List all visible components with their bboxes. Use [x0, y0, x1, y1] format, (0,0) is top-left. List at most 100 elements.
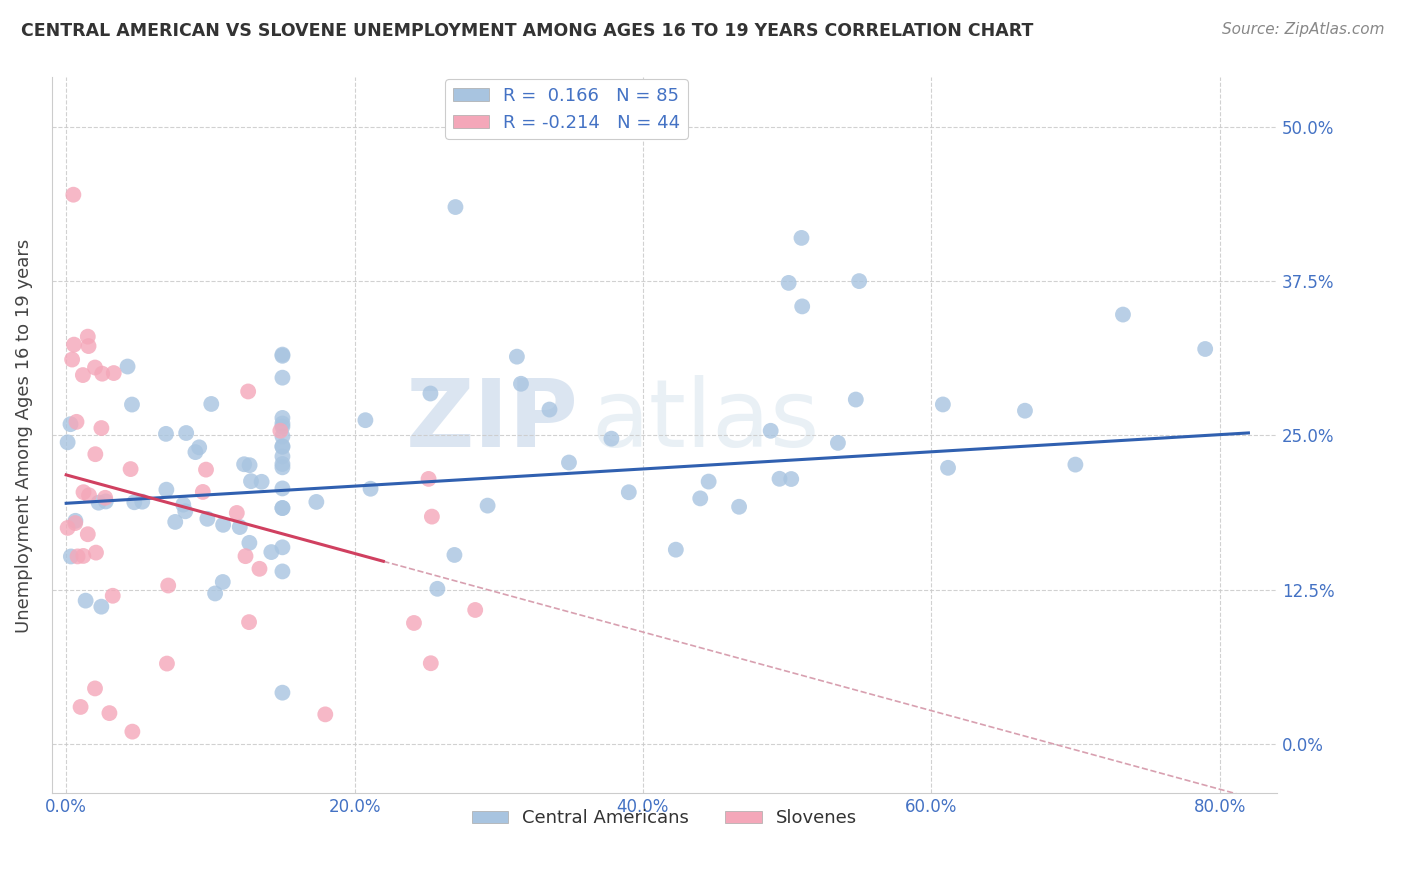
Point — [1112, 308, 1135, 322]
Point — [426, 582, 449, 596]
Text: atlas: atlas — [591, 375, 820, 467]
Point — [419, 657, 441, 671]
Point — [402, 615, 425, 630]
Point — [271, 348, 294, 362]
Point — [271, 440, 294, 454]
Point — [195, 512, 218, 526]
Point — [932, 397, 955, 411]
Point — [77, 488, 100, 502]
Point — [84, 447, 107, 461]
Point — [239, 458, 262, 473]
Point — [233, 457, 256, 471]
Point — [271, 482, 294, 496]
Point — [600, 432, 623, 446]
Point — [211, 574, 233, 589]
Point — [759, 424, 782, 438]
Legend: Central Americans, Slovenes: Central Americans, Slovenes — [464, 802, 865, 834]
Point — [510, 376, 533, 391]
Point — [238, 615, 260, 629]
Point — [271, 370, 294, 384]
Point — [792, 300, 814, 314]
Point — [506, 350, 529, 364]
Point — [172, 498, 194, 512]
Point — [689, 491, 711, 506]
Point — [94, 494, 117, 508]
Point — [780, 472, 803, 486]
Point — [848, 274, 870, 288]
Point — [271, 457, 294, 471]
Point — [94, 491, 117, 505]
Point — [121, 724, 143, 739]
Point — [165, 515, 187, 529]
Point — [184, 445, 207, 459]
Point — [269, 424, 291, 438]
Point — [936, 460, 959, 475]
Point — [360, 482, 382, 496]
Point — [66, 549, 89, 564]
Point — [240, 474, 263, 488]
Point — [1194, 342, 1216, 356]
Point — [236, 384, 259, 399]
Point — [131, 494, 153, 508]
Point — [91, 367, 114, 381]
Point — [65, 514, 87, 528]
Point — [72, 485, 94, 500]
Point — [271, 460, 294, 475]
Point — [768, 472, 790, 486]
Point — [697, 475, 720, 489]
Point — [235, 549, 257, 563]
Point — [1014, 403, 1036, 417]
Point — [60, 352, 83, 367]
Text: ZIP: ZIP — [406, 375, 579, 467]
Point — [69, 700, 91, 714]
Point — [72, 368, 94, 382]
Point — [558, 456, 581, 470]
Point — [238, 536, 260, 550]
Point — [65, 415, 87, 429]
Point — [418, 472, 440, 486]
Point — [87, 496, 110, 510]
Point — [174, 504, 197, 518]
Point — [354, 413, 377, 427]
Point — [120, 462, 142, 476]
Point — [200, 397, 222, 411]
Point — [271, 450, 294, 464]
Point — [188, 440, 211, 454]
Point — [464, 603, 486, 617]
Point — [420, 509, 443, 524]
Point — [56, 521, 79, 535]
Point — [56, 435, 79, 450]
Point — [59, 417, 82, 432]
Point — [76, 329, 98, 343]
Point — [249, 562, 271, 576]
Point — [271, 419, 294, 434]
Point — [76, 527, 98, 541]
Point — [124, 495, 146, 509]
Point — [271, 411, 294, 425]
Point — [665, 542, 688, 557]
Point — [790, 231, 813, 245]
Point — [443, 548, 465, 562]
Point — [84, 681, 107, 696]
Point — [845, 392, 868, 407]
Point — [212, 517, 235, 532]
Point — [63, 337, 86, 351]
Point — [314, 707, 336, 722]
Point — [90, 421, 112, 435]
Point — [98, 706, 121, 720]
Point — [155, 426, 177, 441]
Point — [103, 366, 125, 380]
Point — [225, 506, 247, 520]
Point — [90, 599, 112, 614]
Point — [271, 686, 294, 700]
Point — [477, 499, 499, 513]
Point — [778, 276, 800, 290]
Point — [77, 339, 100, 353]
Point — [271, 349, 294, 363]
Point — [271, 501, 294, 516]
Point — [271, 541, 294, 555]
Point — [728, 500, 751, 514]
Text: Source: ZipAtlas.com: Source: ZipAtlas.com — [1222, 22, 1385, 37]
Point — [155, 483, 177, 497]
Point — [84, 546, 107, 560]
